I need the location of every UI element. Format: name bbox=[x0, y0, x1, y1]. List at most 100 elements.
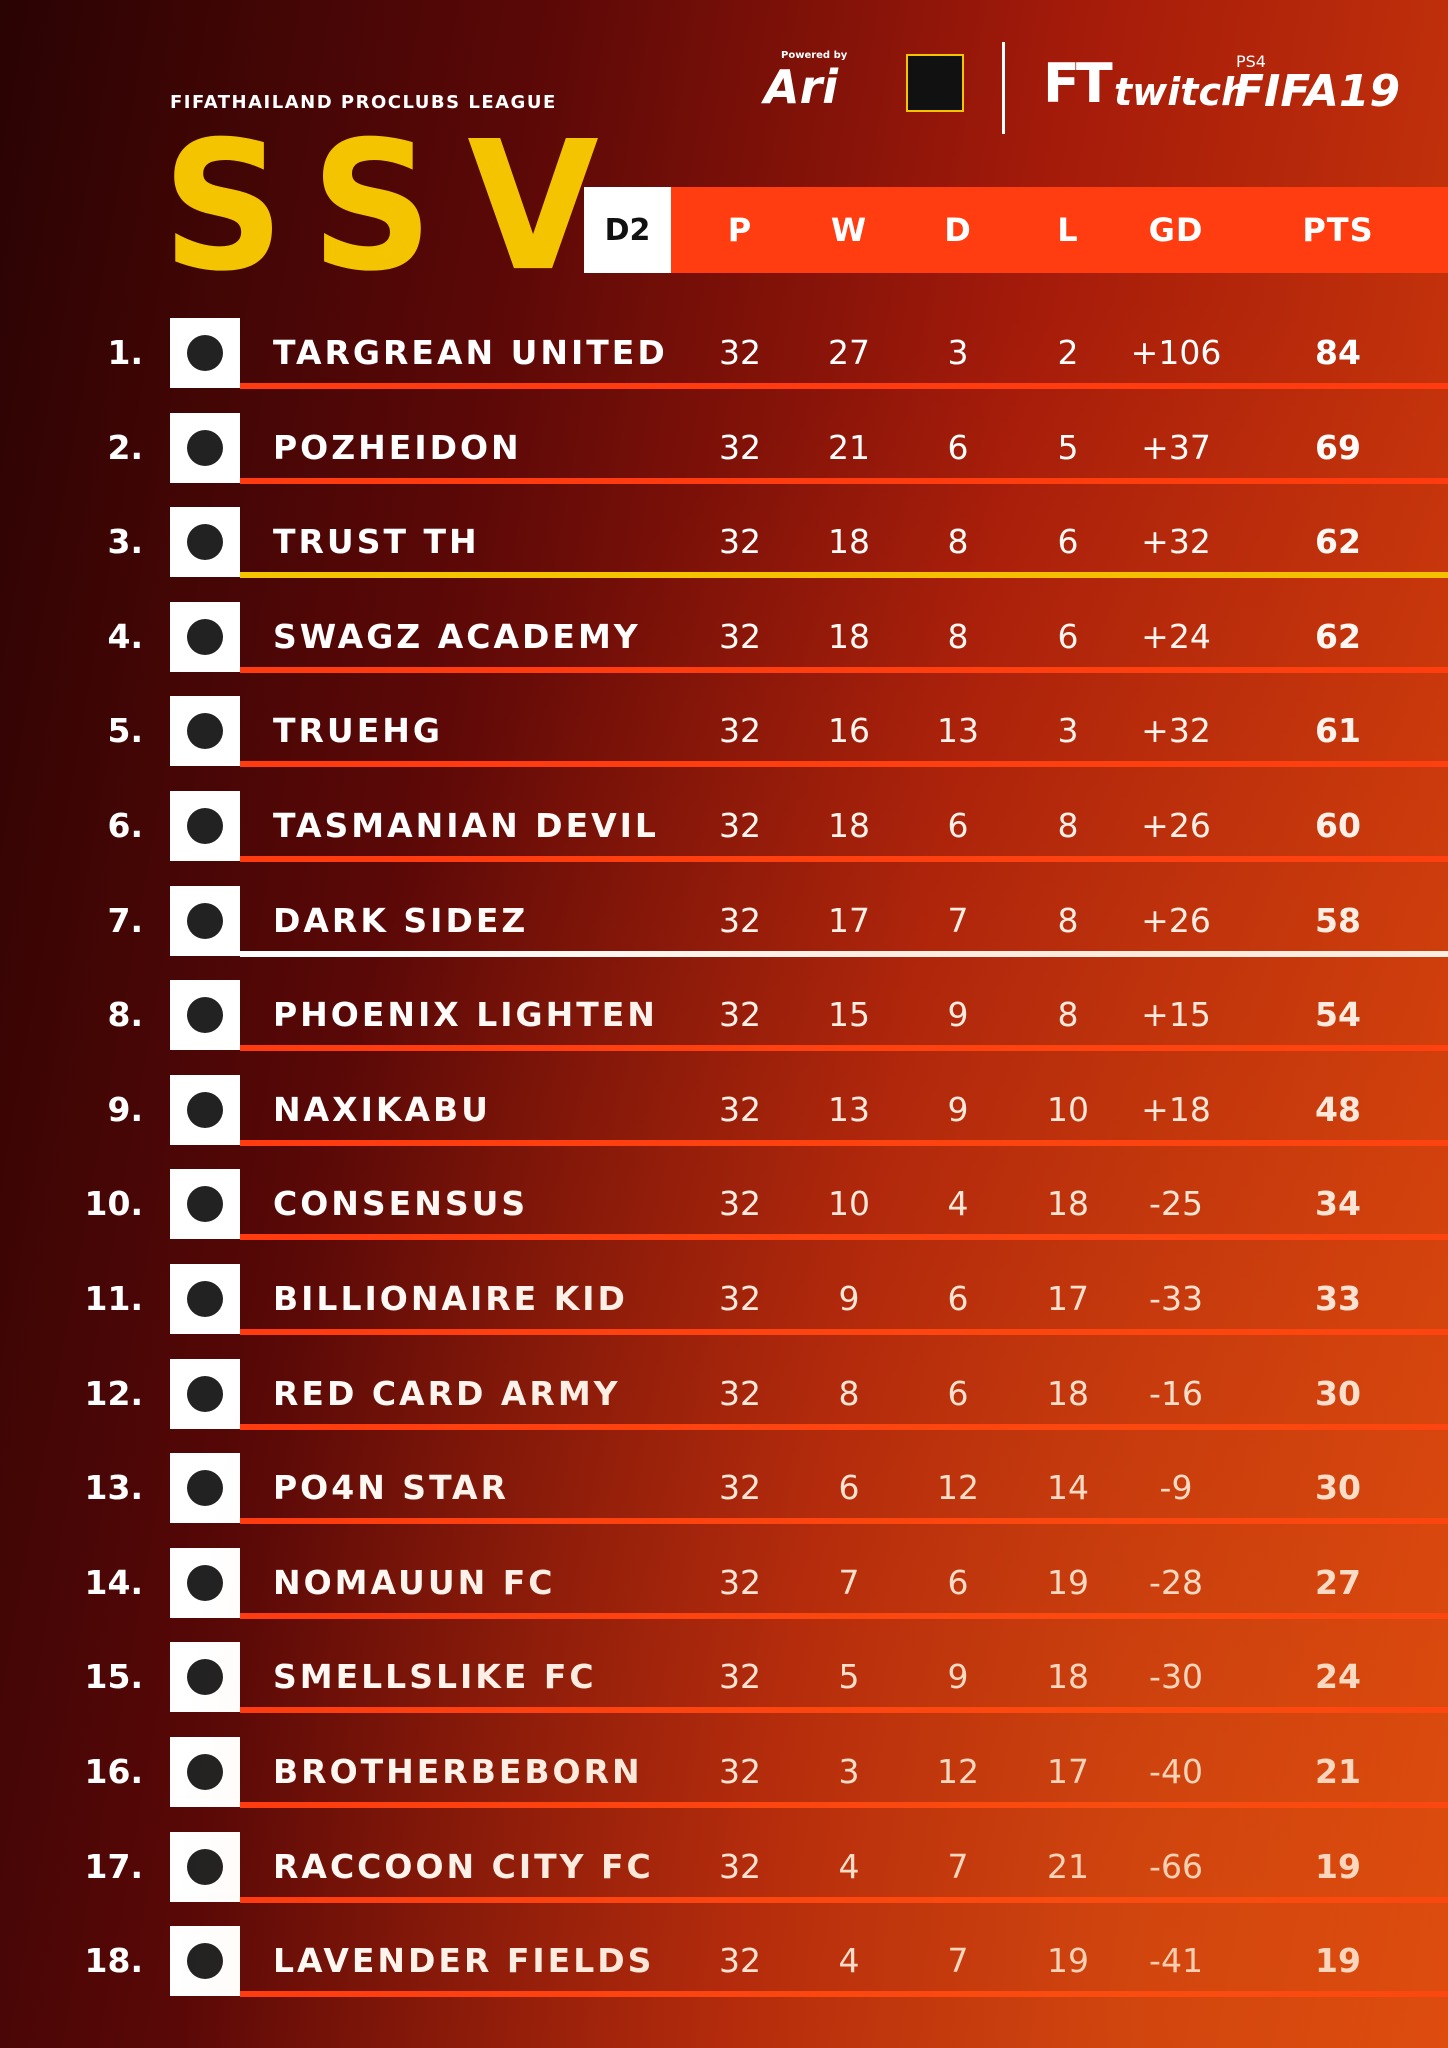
team-crest bbox=[170, 601, 240, 672]
column-header: GD bbox=[1148, 211, 1204, 249]
team-crest bbox=[170, 980, 240, 1051]
stat: 6 bbox=[1057, 522, 1079, 562]
team-name: DARK SIDEZ bbox=[273, 900, 529, 940]
stat: 7 bbox=[947, 900, 969, 940]
column-header: D bbox=[944, 211, 972, 249]
team-name: NAXIKABU bbox=[273, 1089, 491, 1129]
division-label: D2 bbox=[584, 187, 671, 273]
stat: 5 bbox=[1057, 427, 1079, 467]
stat: 8 bbox=[1057, 900, 1079, 940]
stat: 32 bbox=[719, 995, 761, 1035]
stat: +37 bbox=[1141, 427, 1211, 467]
row-underline bbox=[240, 1234, 1448, 1241]
brand-title: SSV bbox=[162, 103, 633, 312]
team-crest bbox=[170, 1264, 240, 1334]
row-underline bbox=[240, 1139, 1448, 1146]
stat: 32 bbox=[719, 1846, 761, 1886]
header-bar bbox=[671, 187, 1448, 273]
team-name: PO4N STAR bbox=[273, 1468, 509, 1508]
stat: 2 bbox=[1057, 333, 1079, 372]
stat: 6 bbox=[1057, 616, 1079, 656]
stat: -40 bbox=[1149, 1752, 1203, 1791]
rank: 6. bbox=[107, 806, 144, 845]
stat: -33 bbox=[1149, 1279, 1203, 1318]
stat: 4 bbox=[838, 1846, 860, 1886]
row-underline bbox=[240, 1612, 1448, 1619]
stat: 32 bbox=[719, 1752, 761, 1791]
points: 54 bbox=[1315, 995, 1361, 1035]
rank: 3. bbox=[107, 522, 144, 562]
stat: 10 bbox=[828, 1184, 870, 1224]
row-underline bbox=[240, 477, 1448, 484]
stat: 9 bbox=[947, 1089, 969, 1129]
row-underline bbox=[240, 856, 1448, 862]
stat: 32 bbox=[719, 1941, 761, 1981]
stat: 8 bbox=[1057, 806, 1079, 845]
rank: 18. bbox=[84, 1941, 143, 1981]
rank: 5. bbox=[107, 711, 144, 751]
stat: +32 bbox=[1141, 522, 1211, 562]
points: 62 bbox=[1315, 522, 1361, 562]
divider bbox=[1002, 42, 1005, 134]
rank: 2. bbox=[107, 427, 144, 467]
team-crest bbox=[170, 1547, 240, 1618]
stat: 32 bbox=[719, 333, 761, 372]
column-header: PTS bbox=[1302, 211, 1374, 249]
team-crest bbox=[170, 412, 240, 483]
team-name: LAVENDER FIELDS bbox=[273, 1941, 655, 1981]
stat: 17 bbox=[1047, 1752, 1089, 1791]
stat: 32 bbox=[719, 522, 761, 562]
team-crest bbox=[170, 791, 240, 861]
stat: 4 bbox=[838, 1941, 860, 1981]
team-crest bbox=[170, 507, 240, 578]
rank: 16. bbox=[84, 1752, 143, 1791]
ft-logo: FT bbox=[1043, 52, 1113, 115]
team-crest bbox=[170, 1358, 240, 1429]
stat: 32 bbox=[719, 806, 761, 845]
stat: 32 bbox=[719, 1468, 761, 1508]
team-crest bbox=[170, 1453, 240, 1524]
points: 24 bbox=[1315, 1657, 1361, 1697]
rank: 11. bbox=[84, 1279, 143, 1318]
team-crest bbox=[170, 1642, 240, 1713]
points: 30 bbox=[1315, 1468, 1361, 1508]
column-header: L bbox=[1057, 211, 1079, 249]
points: 33 bbox=[1315, 1279, 1361, 1318]
stat: 3 bbox=[947, 333, 969, 372]
team-name: PHOENIX LIGHTEN bbox=[273, 995, 658, 1035]
league-name: FIFATHAILAND PROCLUBS LEAGUE bbox=[170, 92, 557, 113]
team-name: SMELLSLIKE FC bbox=[273, 1657, 597, 1697]
stat: 18 bbox=[828, 616, 870, 656]
rank: 15. bbox=[84, 1657, 143, 1697]
stat: 27 bbox=[828, 333, 870, 372]
stat: 13 bbox=[828, 1089, 870, 1129]
team-crest bbox=[170, 1074, 240, 1145]
partner-logo bbox=[906, 54, 964, 112]
team-name: TASMANIAN DEVIL bbox=[273, 806, 659, 845]
team-crest bbox=[170, 696, 240, 767]
fifa-logo: FIFA19 bbox=[1234, 66, 1401, 117]
stat: 32 bbox=[719, 900, 761, 940]
stat: -41 bbox=[1149, 1941, 1203, 1981]
row-underline bbox=[240, 1896, 1448, 1903]
stat: +26 bbox=[1141, 900, 1211, 940]
rank: 9. bbox=[107, 1089, 144, 1129]
stat: 16 bbox=[828, 711, 870, 751]
stat: 10 bbox=[1047, 1089, 1089, 1129]
column-header: P bbox=[727, 211, 753, 249]
team-name: SWAGZ ACADEMY bbox=[273, 616, 641, 656]
powered-by: Powered by bbox=[781, 50, 848, 61]
team-crest bbox=[170, 1737, 240, 1807]
stat: 9 bbox=[947, 1657, 969, 1697]
points: 58 bbox=[1315, 900, 1361, 940]
stat: 18 bbox=[1047, 1184, 1089, 1224]
stat: 32 bbox=[719, 616, 761, 656]
stat: 21 bbox=[1047, 1846, 1089, 1886]
stat: 3 bbox=[1057, 711, 1079, 751]
team-name: BILLIONAIRE KID bbox=[273, 1279, 628, 1318]
team-name: TARGREAN UNITED bbox=[273, 333, 668, 372]
stat: 7 bbox=[947, 1941, 969, 1981]
stat: 18 bbox=[828, 522, 870, 562]
stat: 32 bbox=[719, 1184, 761, 1224]
